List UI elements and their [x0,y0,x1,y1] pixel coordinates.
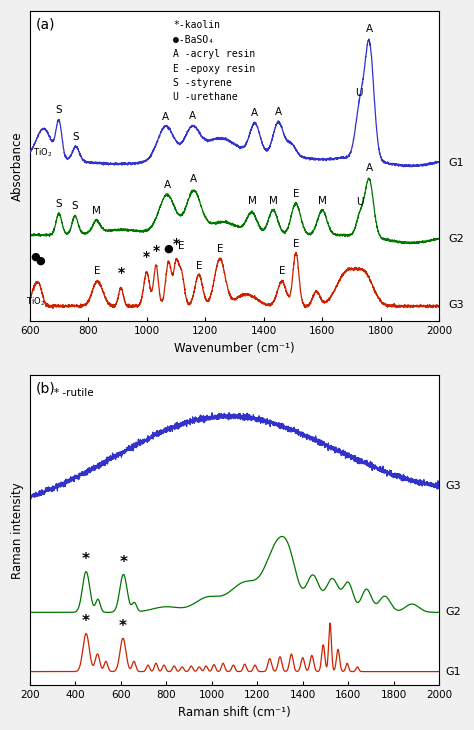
Text: *: * [82,553,90,567]
Text: U: U [355,88,363,98]
Text: *: * [118,266,125,280]
Y-axis label: Raman intensity: Raman intensity [11,482,24,579]
Text: E: E [195,261,202,271]
Text: ●: ● [35,255,45,265]
Text: G2: G2 [448,234,464,244]
Text: G3: G3 [448,300,464,310]
Text: A: A [365,163,373,172]
Text: * -rutile: * -rutile [54,388,94,398]
Text: M: M [269,196,277,206]
Text: *: * [82,615,90,629]
Text: E: E [217,244,223,253]
Text: S: S [55,199,62,209]
Text: A: A [275,107,282,118]
Text: ●: ● [31,252,40,261]
Text: M: M [247,196,256,206]
X-axis label: Raman shift (cm⁻¹): Raman shift (cm⁻¹) [178,706,291,719]
Text: A: A [164,180,171,190]
Text: A: A [365,24,373,34]
Text: *: * [143,250,150,264]
X-axis label: Wavenumber (cm⁻¹): Wavenumber (cm⁻¹) [174,342,295,355]
Text: *: * [119,619,127,634]
Text: S: S [72,201,78,211]
Text: (a): (a) [36,18,55,31]
Text: *: * [119,556,128,570]
Text: G1: G1 [448,158,464,168]
Text: M: M [318,196,327,206]
Text: G2: G2 [445,607,461,618]
Text: A: A [189,111,196,120]
Text: G1: G1 [445,666,461,677]
Text: S: S [73,132,79,142]
Text: A: A [251,108,258,118]
Text: E: E [292,189,299,199]
Text: S: S [55,105,62,115]
Text: E: E [178,242,184,251]
Text: M: M [92,206,101,216]
Text: *: * [153,244,160,258]
Text: *: * [173,237,180,251]
Text: E: E [279,266,285,276]
Y-axis label: Absorbance: Absorbance [11,131,24,201]
Text: E: E [94,266,101,276]
Text: (b): (b) [36,382,55,396]
Text: *-kaolin
●-BaSO₄
A -acryl resin
E -epoxy resin
S -styrene
U -urethane: *-kaolin ●-BaSO₄ A -acryl resin E -epoxy… [173,20,255,102]
Text: U: U [356,197,364,207]
Text: E: E [292,239,299,249]
Text: A: A [162,112,169,122]
Text: TiO$_2$: TiO$_2$ [33,147,53,159]
Text: TiO$_2$: TiO$_2$ [27,296,46,309]
Text: ●: ● [164,244,173,253]
Text: A: A [190,174,197,185]
Text: G3: G3 [445,481,461,491]
